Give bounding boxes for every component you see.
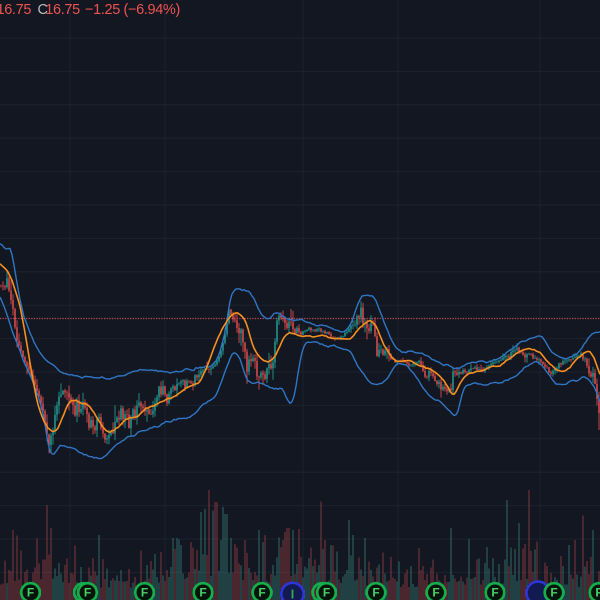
svg-text:F: F	[323, 586, 330, 600]
svg-text:F: F	[491, 586, 498, 600]
svg-text:F: F	[550, 586, 557, 600]
svg-text:16.75: 16.75	[0, 2, 31, 18]
svg-text:F: F	[27, 586, 34, 600]
svg-text:16.75: 16.75	[45, 2, 80, 18]
svg-text:F: F	[199, 586, 206, 600]
svg-text:F: F	[372, 586, 379, 600]
svg-text:C: C	[38, 2, 48, 18]
svg-text:F: F	[141, 586, 148, 600]
svg-text:(−6.94%): (−6.94%)	[124, 2, 180, 18]
svg-text:F: F	[258, 586, 265, 600]
svg-text:−1.25: −1.25	[85, 2, 120, 18]
svg-text:I: I	[291, 588, 294, 600]
svg-text:F: F	[432, 586, 439, 600]
svg-text:F: F	[595, 586, 600, 600]
svg-text:F: F	[84, 586, 91, 600]
